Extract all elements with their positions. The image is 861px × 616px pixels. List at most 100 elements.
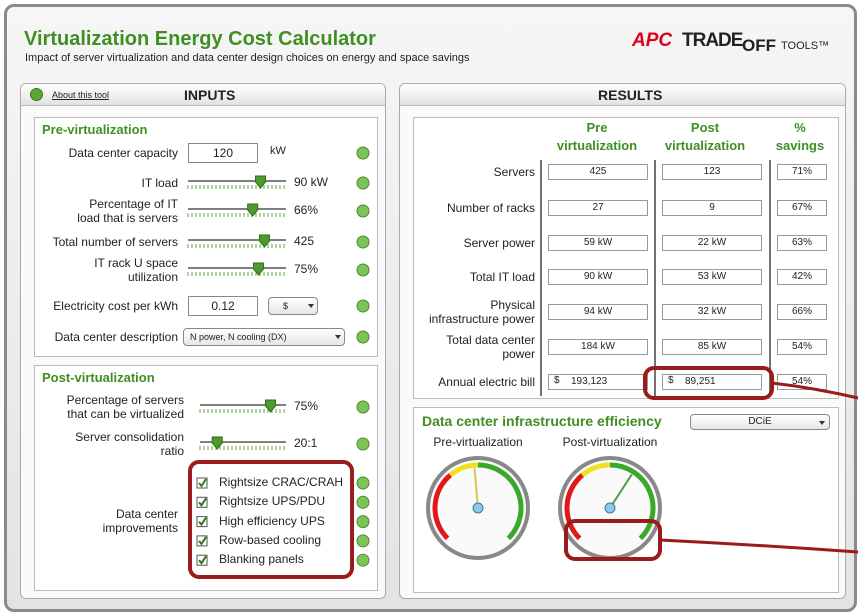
panel-header <box>21 84 385 106</box>
label-line: Number of racks <box>446 201 535 215</box>
section-title: Pre-virtualization <box>42 122 148 137</box>
label-line: Physical <box>490 298 535 312</box>
result-field: 9 <box>662 200 762 216</box>
label-line: IT rack U space <box>94 256 178 270</box>
checkbox-label: High efficiency UPS <box>219 513 325 528</box>
result-field: 59 kW <box>548 235 648 251</box>
field-label: IT load <box>28 176 178 190</box>
result-field: 22 kW <box>662 235 762 251</box>
slider-value: 425 <box>294 234 315 248</box>
gauge-value: 48.99% <box>457 533 499 547</box>
efficiency-title: Data center infrastructure efficiency <box>422 413 662 429</box>
logo-brand: APC <box>632 30 673 51</box>
column-header: virtualization <box>664 138 746 153</box>
result-field: 67% <box>777 200 827 216</box>
app-title: Virtualization Energy Cost Calculator <box>24 28 376 50</box>
label-line: Annual electric bill <box>438 375 535 389</box>
result-field: 66% <box>777 304 827 320</box>
checkbox-label: Blanking panels <box>219 552 304 567</box>
result-field: 425 <box>548 164 648 180</box>
result-field: 53 kW <box>662 269 762 285</box>
checkbox-label: Rightsize UPS/PDU <box>219 494 326 509</box>
result-field: 184 kW <box>548 339 648 355</box>
result-field: 32 kW <box>662 304 762 320</box>
label-line: Data center description <box>54 330 178 344</box>
result-field: 193,123 <box>548 374 648 390</box>
slider-value: 66% <box>294 203 319 217</box>
panel-title: INPUTS <box>184 87 236 103</box>
gauge-label: Post-virtualization <box>562 435 658 449</box>
field-label: Total IT load <box>405 270 535 284</box>
result-field: 89,251 <box>662 374 762 390</box>
text-input[interactable]: 0.12 <box>188 296 258 316</box>
slider-value: 75% <box>294 262 319 276</box>
label-line: load that is servers <box>77 211 178 225</box>
field-label: Number of racks <box>405 201 535 215</box>
field-label: Data center improvements <box>28 507 178 535</box>
field-label: IT rack U space utilization <box>28 256 178 284</box>
column-header: Post <box>690 120 720 135</box>
label-line: utilization <box>127 270 178 284</box>
label-line: Total IT load <box>469 270 535 284</box>
label-line: ratio <box>160 444 184 458</box>
logo-off: OFF <box>742 36 776 55</box>
column-header: savings <box>775 138 825 153</box>
column-header: Pre <box>586 120 608 135</box>
currency-symbol: $ <box>668 375 674 386</box>
field-label: Data center capacity <box>28 146 178 160</box>
label-line: Data center <box>115 507 178 521</box>
currency-symbol: $ <box>554 375 560 386</box>
result-field: 54% <box>777 339 827 355</box>
result-field: 71% <box>777 164 827 180</box>
checkbox-label: Row-based cooling <box>219 532 322 547</box>
label-line: improvements <box>102 521 178 535</box>
label-line: Total data center <box>446 333 535 347</box>
label-line: Percentage of servers <box>66 393 184 407</box>
label-line: Servers <box>493 165 535 179</box>
column-header: virtualization <box>556 138 638 153</box>
label-line: that can be virtualized <box>67 407 184 421</box>
gauge-value: 61.96% <box>589 533 631 547</box>
panel-title: RESULTS <box>598 87 663 103</box>
field-label: Annual electric bill <box>405 375 535 389</box>
label-line: Electricity cost per kWh <box>53 299 178 313</box>
result-field: 63% <box>777 235 827 251</box>
slider-value: 90 kW <box>294 175 329 189</box>
result-field: 54% <box>777 374 827 390</box>
result-field: 27 <box>548 200 648 216</box>
gauge-label: Pre-virtualization <box>433 435 523 449</box>
result-field: 123 <box>662 164 762 180</box>
slider-value: 20:1 <box>294 436 318 450</box>
text-input[interactable]: 120 <box>188 143 258 163</box>
label-line: IT load <box>141 176 178 190</box>
dropdown[interactable]: $ <box>268 297 318 315</box>
field-label: Electricity cost per kWh <box>28 299 178 313</box>
about-link[interactable]: About this tool <box>52 90 110 100</box>
field-label: Server power <box>405 236 535 250</box>
label-line: Data center capacity <box>68 146 178 160</box>
result-field: 90 kW <box>548 269 648 285</box>
field-label: Servers <box>405 165 535 179</box>
result-field: 85 kW <box>662 339 762 355</box>
section-title: Post-virtualization <box>42 370 155 385</box>
field-label: Total data center power <box>405 333 535 361</box>
label-line: Server consolidation <box>75 430 184 444</box>
field-label: Percentage of servers that can be virtual… <box>34 393 184 421</box>
column-header: % <box>794 120 806 135</box>
label-line: Server power <box>463 236 535 250</box>
unit-label: kW <box>270 145 286 157</box>
slider-value: 75% <box>294 399 319 413</box>
label-line: power <box>502 347 535 361</box>
field-label: Physical infrastructure power <box>405 298 535 326</box>
info-icon[interactable] <box>30 88 43 101</box>
panel-header <box>400 84 845 106</box>
result-field: 94 kW <box>548 304 648 320</box>
metric-dropdown[interactable]: DCiE <box>690 414 830 430</box>
field-label: Percentage of IT load that is servers <box>28 197 178 225</box>
label-line: Total number of servers <box>52 235 178 249</box>
dropdown[interactable]: N power, N cooling (DX) <box>183 328 345 346</box>
result-field: 42% <box>777 269 827 285</box>
label-line: infrastructure power <box>428 312 535 326</box>
field-label: Total number of servers <box>28 235 178 249</box>
label-line: Percentage of IT <box>89 197 178 211</box>
